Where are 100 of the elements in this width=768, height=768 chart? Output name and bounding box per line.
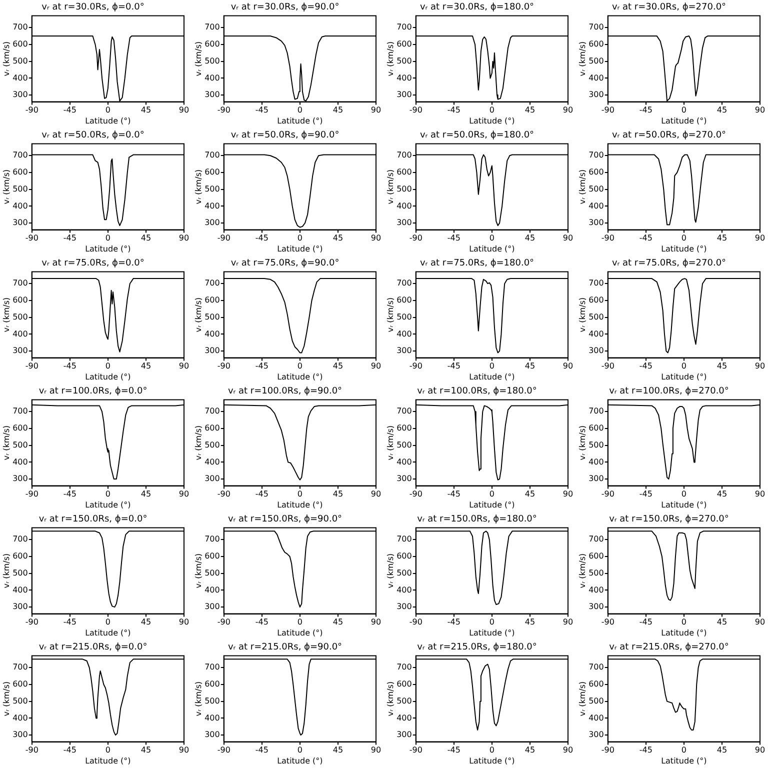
y-tick-label: 300 (12, 474, 28, 484)
x-tick-label: 90 (178, 618, 190, 627)
chart-title: vᵣ at r=30.0Rs, ϕ=90.0° (230, 2, 340, 13)
x-axis-title: Latitude (°) (85, 244, 131, 254)
y-tick-label: 700 (204, 662, 220, 672)
x-tick-label: 0 (681, 490, 686, 499)
x-tick-label: -45 (447, 618, 460, 627)
x-tick-label: 90 (178, 746, 190, 755)
y-axis-title: vᵣ (km/s) (194, 681, 203, 716)
chart-title: vᵣ at r=75.0Rs, ϕ=180.0° (420, 258, 534, 269)
x-tick-label: 45 (140, 234, 152, 243)
y-tick-label: 400 (588, 713, 604, 722)
y-tick-label: 500 (12, 696, 28, 706)
chart-title: vᵣ at r=50.0Rs, ϕ=270.0° (612, 130, 726, 141)
y-tick-label: 600 (204, 296, 220, 305)
y-tick-label: 500 (588, 568, 604, 578)
x-tick-label: -45 (255, 234, 268, 243)
x-tick-label: 0 (489, 490, 494, 499)
x-axis-title: Latitude (°) (277, 372, 323, 382)
y-tick-label: 600 (588, 424, 604, 433)
y-tick-label: 600 (12, 40, 28, 49)
x-tick-label: 0 (105, 618, 110, 627)
y-tick-label: 700 (396, 662, 412, 672)
y-axis-title: vᵣ (km/s) (578, 425, 587, 460)
y-axis-title: vᵣ (km/s) (2, 553, 11, 588)
y-tick-label: 300 (12, 730, 28, 740)
x-tick-label: -90 (217, 746, 230, 755)
x-tick-label: 90 (370, 106, 382, 115)
x-tick-label: 90 (562, 106, 574, 115)
x-tick-label: 90 (178, 106, 190, 115)
y-tick-label: 700 (588, 278, 604, 288)
y-tick-label: 700 (588, 150, 604, 160)
chart-title: vᵣ at r=215.0Rs, ϕ=0.0° (38, 642, 148, 653)
y-tick-label: 600 (396, 168, 412, 177)
x-tick-label: -90 (601, 746, 614, 755)
y-tick-label: 700 (396, 22, 412, 32)
y-axis-title: vᵣ (km/s) (578, 553, 587, 588)
y-tick-label: 600 (204, 680, 220, 689)
y-tick-label: 600 (588, 680, 604, 689)
x-axis-title: Latitude (°) (661, 244, 707, 254)
x-tick-label: 0 (489, 618, 494, 627)
x-axis-title: Latitude (°) (85, 500, 131, 510)
y-tick-label: 700 (588, 662, 604, 672)
y-tick-label: 500 (588, 440, 604, 450)
y-tick-label: 500 (588, 56, 604, 66)
x-tick-label: 90 (754, 746, 766, 755)
x-tick-label: 45 (716, 618, 728, 627)
y-tick-label: 700 (588, 22, 604, 32)
x-tick-label: 0 (297, 362, 302, 371)
y-tick-label: 400 (12, 585, 28, 594)
x-tick-label: 45 (716, 746, 728, 755)
y-tick-label: 500 (588, 184, 604, 194)
y-tick-label: 500 (396, 56, 412, 66)
y-tick-label: 500 (204, 184, 220, 194)
x-tick-label: -90 (601, 490, 614, 499)
y-tick-label: 300 (204, 730, 220, 740)
x-tick-label: 45 (524, 490, 536, 499)
chart-title: vᵣ at r=150.0Rs, ϕ=180.0° (417, 514, 537, 525)
y-tick-label: 400 (12, 201, 28, 210)
y-tick-label: 400 (12, 457, 28, 466)
y-tick-label: 300 (588, 730, 604, 740)
chart-title: vᵣ at r=150.0Rs, ϕ=90.0° (228, 514, 342, 525)
x-tick-label: 45 (140, 106, 152, 115)
x-tick-label: -45 (447, 746, 460, 755)
y-tick-label: 700 (12, 534, 28, 544)
y-tick-label: 400 (588, 457, 604, 466)
x-tick-label: -90 (25, 362, 38, 371)
x-tick-label: -45 (447, 106, 460, 115)
x-tick-label: 90 (754, 362, 766, 371)
x-tick-label: 0 (681, 618, 686, 627)
y-axis-title: vᵣ (km/s) (386, 553, 395, 588)
x-tick-label: 90 (754, 106, 766, 115)
x-axis-title: Latitude (°) (661, 500, 707, 510)
x-tick-label: -45 (255, 106, 268, 115)
x-tick-label: -90 (25, 490, 38, 499)
y-axis-title: vᵣ (km/s) (386, 169, 395, 204)
x-tick-label: 90 (178, 490, 190, 499)
y-tick-label: 700 (12, 406, 28, 416)
x-tick-label: -45 (63, 490, 76, 499)
x-tick-label: 0 (489, 746, 494, 755)
y-tick-label: 500 (204, 696, 220, 706)
y-axis-title: vᵣ (km/s) (194, 425, 203, 460)
chart-title: vᵣ at r=75.0Rs, ϕ=90.0° (230, 258, 340, 269)
x-axis-title: Latitude (°) (277, 500, 323, 510)
y-tick-label: 600 (396, 552, 412, 561)
y-tick-label: 700 (204, 534, 220, 544)
y-tick-label: 600 (204, 168, 220, 177)
x-tick-label: 90 (370, 490, 382, 499)
y-tick-label: 600 (588, 168, 604, 177)
x-tick-label: -90 (409, 490, 422, 499)
y-tick-label: 300 (12, 90, 28, 100)
x-tick-label: 0 (681, 746, 686, 755)
y-tick-label: 600 (396, 296, 412, 305)
y-tick-label: 500 (396, 440, 412, 450)
y-tick-label: 400 (396, 201, 412, 210)
x-axis-title: Latitude (°) (85, 628, 131, 638)
x-axis-title: Latitude (°) (661, 628, 707, 638)
x-tick-label: 45 (524, 618, 536, 627)
x-tick-label: 45 (716, 490, 728, 499)
y-tick-label: 600 (204, 424, 220, 433)
